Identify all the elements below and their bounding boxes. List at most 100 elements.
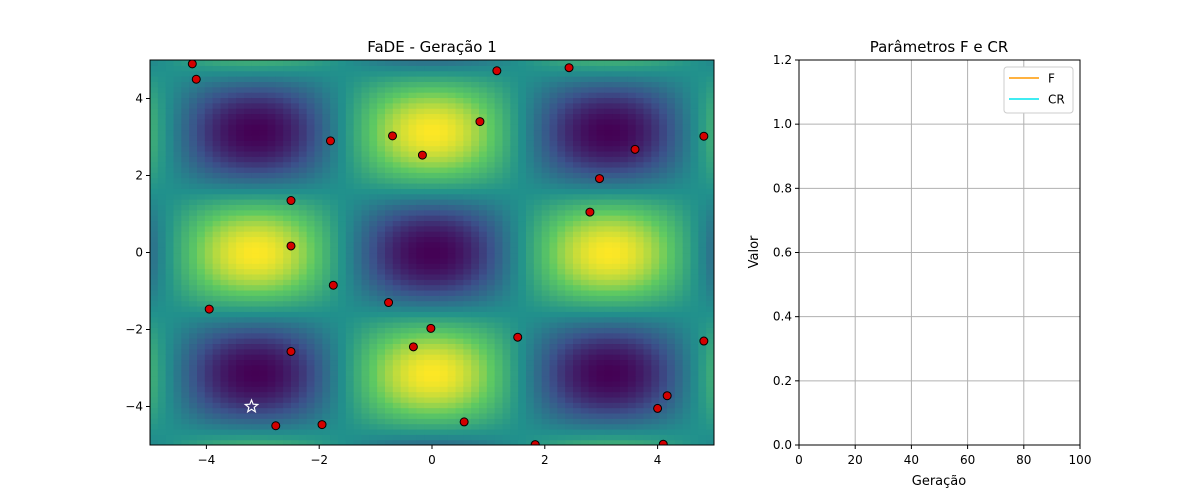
heatmap-cell	[392, 182, 402, 189]
heatmap-cell	[369, 439, 378, 445]
heatmap-cell	[416, 295, 425, 302]
heatmap-cell	[651, 386, 660, 393]
heatmap-cell	[432, 295, 441, 302]
heatmap-cell	[212, 166, 222, 173]
heatmap-cell	[643, 108, 652, 115]
heatmap-cell	[557, 311, 566, 318]
heatmap-cell	[541, 305, 551, 312]
heatmap-cell	[518, 134, 527, 141]
heatmap-cell	[588, 434, 598, 441]
heatmap-cell	[479, 252, 488, 259]
heatmap-cell	[377, 236, 386, 243]
heatmap-cell	[314, 102, 323, 109]
heatmap-cell	[526, 81, 535, 88]
heatmap-cell	[165, 370, 175, 377]
heatmap-cell	[345, 289, 355, 296]
heatmap-cell	[486, 140, 496, 147]
heatmap-cell	[322, 134, 331, 141]
heatmap-cell	[447, 247, 457, 254]
heatmap-cell	[682, 86, 692, 93]
heatmap-cell	[541, 311, 551, 318]
heatmap-cell	[314, 156, 323, 163]
heatmap-cell	[494, 129, 504, 136]
heatmap-cell	[620, 161, 629, 168]
heatmap-cell	[526, 332, 535, 339]
heatmap-cell	[361, 370, 370, 377]
heatmap-cell	[392, 172, 402, 179]
heatmap-cell	[369, 300, 378, 307]
heatmap-cell	[400, 145, 410, 152]
heatmap-cell	[189, 172, 198, 179]
heatmap-cell	[447, 257, 457, 264]
heatmap-cell	[635, 322, 645, 328]
heatmap-cell	[173, 434, 182, 441]
heatmap-cell	[173, 108, 182, 115]
heatmap-cell	[533, 348, 543, 355]
heatmap-cell	[432, 97, 441, 104]
heatmap-cell	[486, 166, 496, 173]
heatmap-cell	[674, 289, 684, 296]
heatmap-cell	[596, 252, 605, 259]
heatmap-cell	[455, 295, 464, 302]
heatmap-cell	[635, 289, 645, 296]
heatmap-cell	[526, 166, 535, 173]
heatmap-cell	[439, 418, 449, 425]
heatmap-cell	[526, 150, 535, 157]
heatmap-cell	[220, 322, 229, 328]
heatmap-cell	[604, 70, 613, 77]
heatmap-cell	[244, 295, 253, 302]
heatmap-cell	[439, 359, 449, 366]
heatmap-cell	[533, 338, 543, 345]
heatmap-cell	[392, 177, 402, 184]
heatmap-cell	[682, 375, 692, 382]
heatmap-cell	[541, 391, 551, 398]
heatmap-cell	[510, 204, 519, 211]
heatmap-cell	[471, 257, 480, 264]
heatmap-cell	[549, 316, 558, 323]
heatmap-cell	[690, 439, 699, 445]
heatmap-cell	[580, 172, 590, 179]
heatmap-cell	[377, 418, 386, 425]
heatmap-cell	[306, 188, 316, 195]
heatmap-cell	[204, 402, 214, 409]
heatmap-cell	[275, 364, 284, 371]
heatmap-cell	[275, 289, 284, 296]
heatmap-cell	[189, 327, 198, 334]
heatmap-cell	[502, 311, 511, 318]
heatmap-cell	[165, 81, 175, 88]
heatmap-cell	[220, 92, 229, 99]
heatmap-cell	[267, 172, 276, 179]
heatmap-cell	[596, 338, 605, 345]
heatmap-cell	[244, 177, 253, 184]
heatmap-cell	[408, 60, 417, 66]
heatmap-cell	[447, 263, 457, 270]
heatmap-cell	[549, 418, 558, 425]
heatmap-cell	[283, 177, 292, 184]
heatmap-cell	[573, 316, 582, 323]
heatmap-cell	[510, 305, 519, 312]
heatmap-cell	[455, 97, 464, 104]
heatmap-cell	[369, 65, 378, 72]
heatmap-cell	[220, 193, 229, 200]
heatmap-cell	[150, 428, 159, 435]
heatmap-cell	[486, 81, 496, 88]
heatmap-cell	[392, 311, 402, 318]
heatmap-cell	[620, 172, 629, 179]
heatmap-cell	[588, 295, 598, 302]
heatmap-cell	[541, 86, 551, 93]
heatmap-cell	[612, 247, 621, 254]
heatmap-cell	[635, 161, 645, 168]
heatmap-cell	[220, 108, 229, 115]
heatmap-cell	[463, 412, 472, 419]
heatmap-cell	[424, 102, 433, 109]
heatmap-cell	[345, 268, 355, 275]
heatmap-cell	[345, 332, 355, 339]
heatmap-cell	[667, 428, 676, 435]
heatmap-cell	[439, 311, 449, 318]
heatmap-cell	[573, 70, 582, 77]
heatmap-cell	[330, 402, 339, 409]
heatmap-cell	[228, 364, 237, 371]
heatmap-cell	[251, 199, 261, 205]
heatmap-cell	[385, 257, 394, 264]
heatmap-cell	[643, 396, 652, 403]
